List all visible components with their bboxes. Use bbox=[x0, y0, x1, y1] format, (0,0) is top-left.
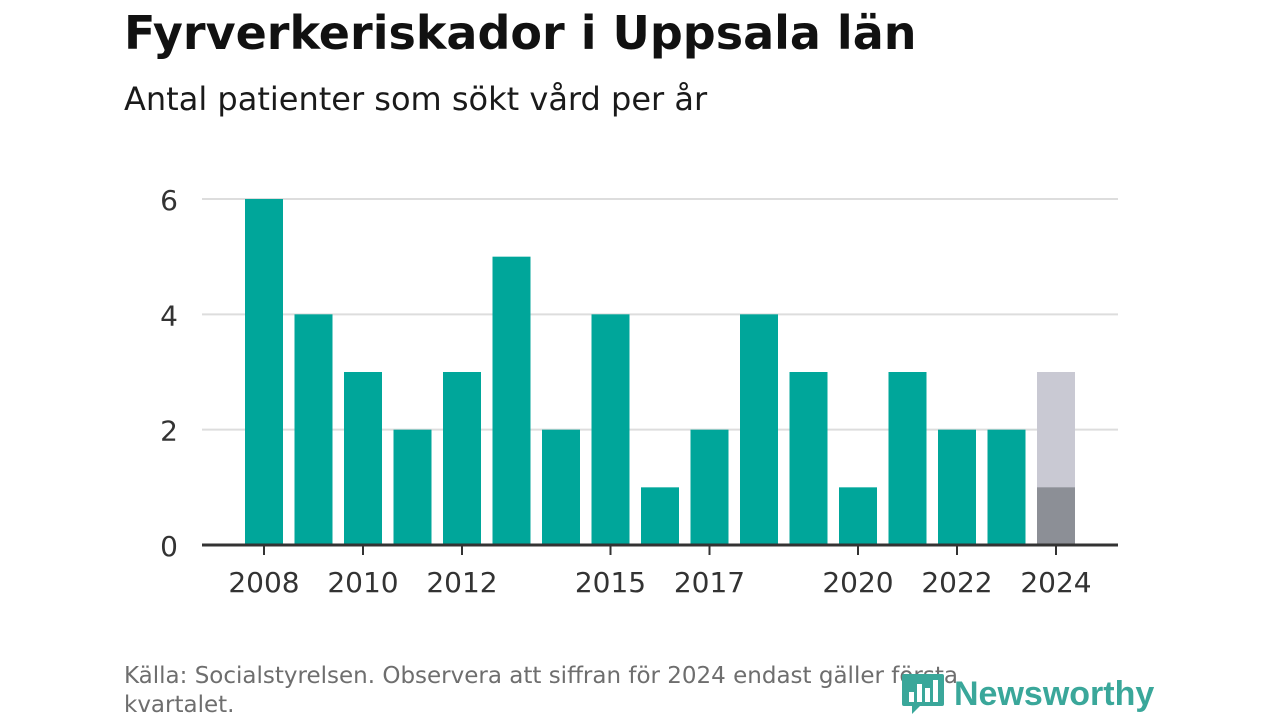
bar-2012 bbox=[443, 372, 481, 545]
chart-title: Fyrverkeriskador i Uppsala län bbox=[124, 6, 917, 60]
bar-2016 bbox=[641, 487, 679, 545]
bar-chart: 0 2 4 6 2008 2010 2012 2015 2017 2020 2022 2024 bbox=[160, 184, 1118, 599]
bar-2015 bbox=[591, 314, 630, 545]
axes: 0 2 4 6 2008 2010 2012 2015 2017 2020 2022 2024 bbox=[160, 184, 1118, 599]
bar-2024 bbox=[1037, 487, 1075, 545]
bar-2021 bbox=[888, 372, 927, 545]
bar-2009 bbox=[294, 314, 333, 545]
x-tick-label-2015: 2015 bbox=[575, 566, 646, 599]
chart-subtitle: Antal patienter som sökt vård per år bbox=[124, 80, 708, 118]
bar-2013 bbox=[492, 256, 531, 545]
bar-2023 bbox=[987, 429, 1026, 545]
bar-2019 bbox=[789, 372, 828, 545]
bar-2014 bbox=[542, 429, 580, 545]
y-tick-label-6: 6 bbox=[160, 184, 178, 217]
newsworthy-logo: Newsworthy bbox=[900, 670, 1154, 718]
x-tick-label-2012: 2012 bbox=[426, 566, 497, 599]
x-tick-label-2022: 2022 bbox=[921, 566, 992, 599]
bar-2008 bbox=[245, 199, 283, 545]
bar-2011 bbox=[393, 429, 432, 545]
y-tick-label-4: 4 bbox=[160, 299, 178, 332]
y-tick-label-0: 0 bbox=[160, 530, 178, 563]
bar-2017 bbox=[690, 429, 729, 545]
x-tick-label-2008: 2008 bbox=[228, 566, 299, 599]
bar-2020 bbox=[839, 487, 877, 545]
bar-2022 bbox=[938, 429, 976, 545]
x-tick-label-2020: 2020 bbox=[822, 566, 893, 599]
x-tick-label-2010: 2010 bbox=[327, 566, 398, 599]
logo-text: Newsworthy bbox=[954, 674, 1155, 713]
grid-lines bbox=[202, 198, 1118, 431]
x-tick-label-2024: 2024 bbox=[1020, 566, 1091, 599]
bar-2018 bbox=[740, 314, 778, 545]
source-note: Källa: Socialstyrelsen. Observera att si… bbox=[124, 663, 958, 718]
x-tick-label-2017: 2017 bbox=[674, 566, 745, 599]
bar-chart-logo-icon bbox=[902, 674, 944, 714]
y-tick-label-2: 2 bbox=[160, 415, 178, 448]
bar-2010 bbox=[344, 372, 382, 545]
bars bbox=[245, 199, 1075, 545]
